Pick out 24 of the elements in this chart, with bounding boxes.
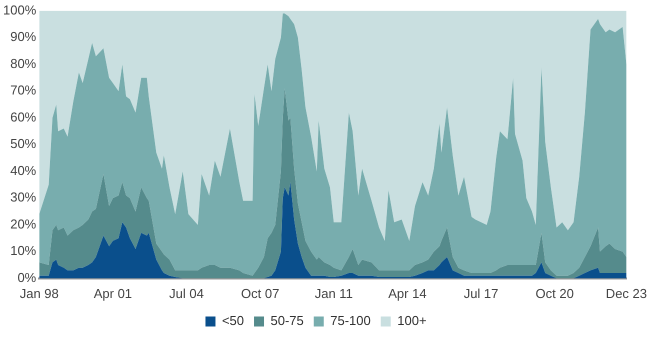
y-tick-label: 50% xyxy=(10,136,37,152)
y-tick-label: 30% xyxy=(10,190,37,205)
x-tick-label: Oct 20 xyxy=(536,286,574,301)
y-tick-label: 70% xyxy=(10,82,37,98)
y-tick-label: 100% xyxy=(3,2,37,18)
y-tick-label: 0% xyxy=(17,270,37,285)
x-tick-label: Oct 07 xyxy=(240,286,280,301)
x-tick-label: Jan 98 xyxy=(20,286,59,301)
y-tick-label: 60% xyxy=(10,109,37,124)
x-tick-label: Apr 01 xyxy=(94,286,132,301)
y-tick-label: 40% xyxy=(10,162,37,178)
y-tick-label: 20% xyxy=(10,216,37,232)
x-tick-label: Jul 04 xyxy=(169,286,204,301)
y-tick-label: 10% xyxy=(10,243,37,258)
x-tick-label: Jul 17 xyxy=(464,286,498,301)
y-tick-label: 90% xyxy=(10,29,37,44)
legend-label: <50 xyxy=(222,313,244,328)
x-tick-label: Jan 11 xyxy=(314,286,353,301)
legend-label: 100+ xyxy=(397,313,427,328)
y-tick-label: 80% xyxy=(10,56,37,71)
x-tick-label: Dec 23 xyxy=(606,286,648,301)
legend-label: 50-75 xyxy=(270,313,304,328)
legend-label: 75-100 xyxy=(330,313,371,328)
x-tick-label: Apr 14 xyxy=(388,286,427,301)
